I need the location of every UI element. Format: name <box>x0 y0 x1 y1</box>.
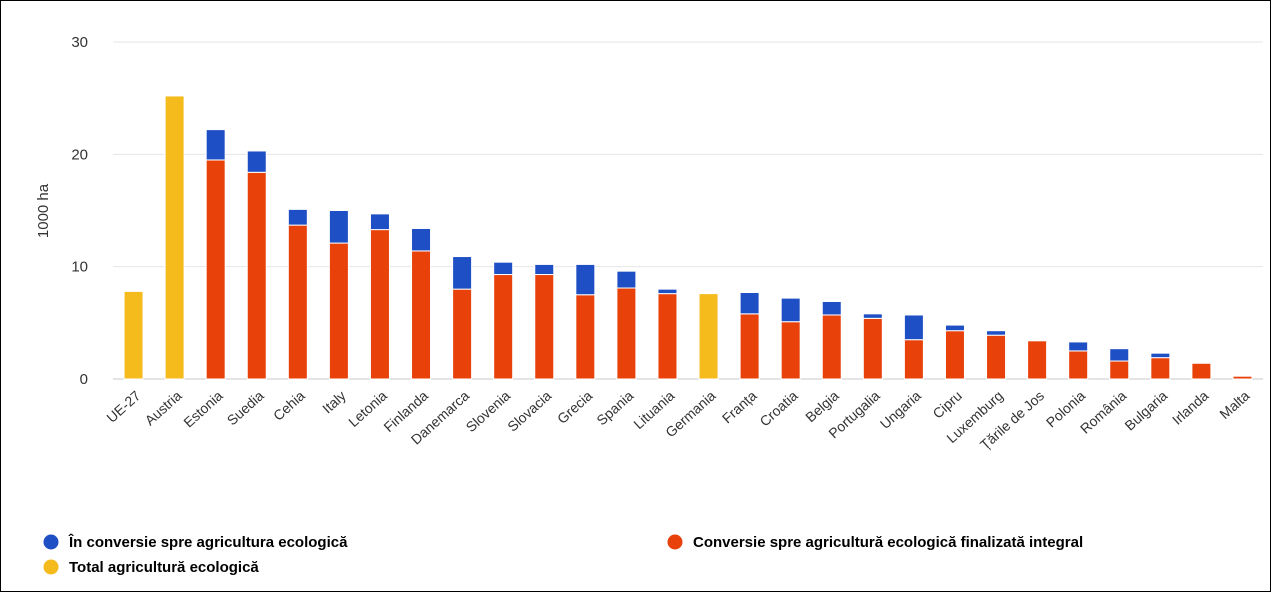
bar-segment[interactable] <box>780 321 801 380</box>
x-category-label: Grecia <box>554 387 596 427</box>
x-category-label: Suedia <box>224 387 267 428</box>
x-category-label: Spania <box>593 387 636 428</box>
bar-segment[interactable] <box>123 290 144 380</box>
bar-segment[interactable] <box>328 210 349 244</box>
x-category-label: Slovacia <box>504 387 554 434</box>
bar-segment[interactable] <box>1027 340 1048 380</box>
bar-segment[interactable] <box>1232 375 1253 380</box>
y-tick-label: 30 <box>71 34 88 51</box>
y-axis-label: 1000 ha <box>35 183 52 238</box>
bar-segment[interactable] <box>862 317 883 380</box>
legend-label-total: Total agricultură ecologică <box>69 559 259 576</box>
legend-label-completed: Conversie spre agricultură ecologică fin… <box>693 534 1083 551</box>
bar-segment[interactable] <box>246 150 267 173</box>
bar-segment[interactable] <box>205 129 226 161</box>
legend-item-in-conversion[interactable]: În conversie spre agricultura ecologică <box>43 533 349 551</box>
legend-marker-yellow <box>43 559 59 575</box>
bar-segment[interactable] <box>821 300 842 316</box>
legend-marker-blue <box>43 534 59 550</box>
x-category-label: Franța <box>719 387 760 426</box>
x-category-label: Croatia <box>756 387 800 429</box>
bar-segment[interactable] <box>164 95 185 380</box>
x-category-label: Austria <box>142 387 185 428</box>
bar-segment[interactable] <box>616 287 637 380</box>
y-tick-label: 0 <box>80 371 88 388</box>
bar-segment[interactable] <box>369 213 390 231</box>
y-tick-label: 20 <box>71 146 88 163</box>
bar-segment[interactable] <box>287 224 308 380</box>
bar-segment[interactable] <box>944 324 965 332</box>
bar-segment[interactable] <box>575 294 596 380</box>
bar-segment[interactable] <box>493 261 514 276</box>
bar-segment[interactable] <box>287 208 308 226</box>
bar-segment[interactable] <box>1068 341 1089 352</box>
y-axis-ticks: 0 10 20 30 <box>71 34 88 388</box>
bar-segment[interactable] <box>1191 362 1212 380</box>
x-category-label: Italy <box>319 387 349 416</box>
bar-segment[interactable] <box>575 263 596 296</box>
bar-segment[interactable] <box>493 274 514 380</box>
legend-marker-red <box>667 534 683 550</box>
x-category-label: România <box>1077 387 1130 437</box>
legend-label-in-conversion: În conversie spre agricultura ecologică <box>68 533 348 551</box>
x-category-label: Malta <box>1216 387 1252 422</box>
x-category-label: Slovenia <box>463 387 514 435</box>
bar-segment[interactable] <box>862 313 883 319</box>
bar-segment[interactable] <box>739 313 760 380</box>
x-category-label: Irlanda <box>1169 387 1212 428</box>
bar-segment[interactable] <box>1150 352 1171 359</box>
bar-segment[interactable] <box>1109 348 1130 362</box>
bar-segment[interactable] <box>246 171 267 380</box>
x-category-label: Bulgaria <box>1121 387 1170 433</box>
bar-segment[interactable] <box>780 297 801 323</box>
bar-segment[interactable] <box>1109 360 1130 380</box>
bar-segment[interactable] <box>1068 350 1089 380</box>
bar-segment[interactable] <box>534 274 555 380</box>
x-category-label: Cipru <box>929 387 965 421</box>
bar-segment[interactable] <box>944 330 965 380</box>
legend-item-completed[interactable]: Conversie spre agricultură ecologică fin… <box>667 534 1084 551</box>
bar-segment[interactable] <box>411 227 432 252</box>
bar-segment[interactable] <box>452 288 473 380</box>
bar-segment[interactable] <box>986 334 1007 380</box>
bar-segment[interactable] <box>205 159 226 380</box>
bar-segment[interactable] <box>657 293 678 380</box>
bar-segment[interactable] <box>698 293 719 380</box>
y-tick-label: 10 <box>71 259 88 276</box>
bar-segment[interactable] <box>1150 357 1171 380</box>
bar-segment[interactable] <box>903 314 924 341</box>
bar-segment[interactable] <box>328 242 349 380</box>
bar-segment[interactable] <box>903 339 924 380</box>
x-category-label: UE-27 <box>103 387 143 426</box>
bar-segment[interactable] <box>452 256 473 290</box>
bar-segment[interactable] <box>534 263 555 276</box>
x-category-label: Cehia <box>270 387 308 424</box>
gridlines <box>113 41 1263 268</box>
legend: În conversie spre agricultura ecologică … <box>43 533 1084 576</box>
bar-segment[interactable] <box>739 292 760 315</box>
bars <box>123 95 1253 380</box>
x-category-label: Ungaria <box>877 387 924 432</box>
bar-segment[interactable] <box>821 314 842 380</box>
bar-segment[interactable] <box>369 229 390 380</box>
x-category-label: Estonia <box>180 387 226 430</box>
legend-item-total[interactable]: Total agricultură ecologică <box>43 559 260 576</box>
bar-segment[interactable] <box>616 270 637 289</box>
bar-segment[interactable] <box>986 330 1007 336</box>
bar-segment[interactable] <box>657 288 678 295</box>
bar-segment[interactable] <box>411 250 432 380</box>
